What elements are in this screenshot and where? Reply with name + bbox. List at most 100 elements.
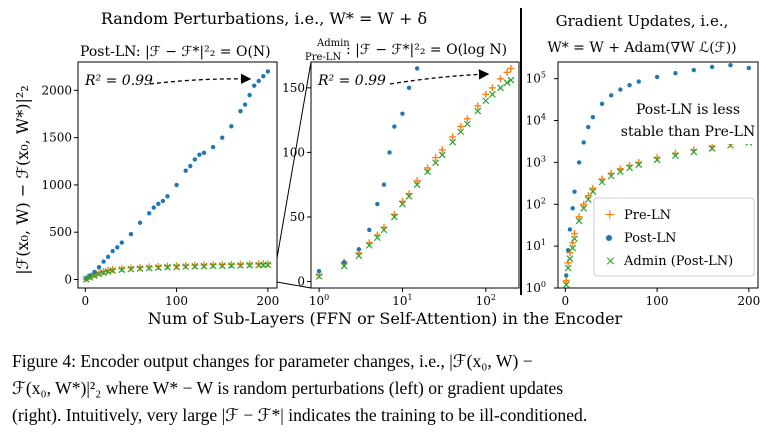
right-title-line1: Gradient Updates, i.e., [556, 12, 729, 30]
y-tick-label: 105 [526, 71, 546, 86]
data-point-admin [690, 148, 698, 156]
legend: + Pre-LN Post-LN × Admin (Post-LN) [593, 197, 755, 277]
right-plot-marks [562, 62, 753, 289]
data-point-admin [653, 156, 661, 164]
data-point-postln [242, 102, 248, 107]
arrow-left [149, 73, 252, 85]
y-tick-label: 150 [282, 81, 305, 95]
data-point-postln [160, 198, 166, 204]
legend-label-postln: Post-LN [624, 231, 676, 246]
data-point-postln [128, 231, 134, 237]
admin-annotation-line2: Pre-LN [305, 52, 341, 63]
y-tick-label: 100 [282, 145, 305, 159]
data-point-admin [569, 244, 577, 252]
data-point-postln [599, 101, 605, 107]
data-point-preln [173, 262, 181, 270]
caption-line1: Figure 4: Encoder output changes for par… [12, 351, 533, 371]
data-point-preln [474, 102, 482, 110]
y-tick-label: 104 [526, 113, 546, 128]
y-tick-label: 50 [290, 210, 305, 224]
data-point-preln [182, 261, 190, 269]
data-point-admin [109, 267, 117, 275]
data-point-preln [209, 261, 217, 269]
data-point-admin [564, 264, 572, 272]
right-plot-frame [557, 61, 759, 289]
data-point-postln [119, 240, 125, 245]
data-point-admin [607, 172, 615, 180]
left-title: Random Perturbations, i.e., W* = W + δ [101, 9, 427, 28]
admin-annotation-line1: Admin [316, 38, 350, 49]
middle-axis-ticks: 100 101 102 0 50 100 150 [282, 81, 496, 308]
data-point-admin [589, 188, 597, 196]
data-point-admin [571, 235, 578, 243]
data-point-admin [209, 262, 217, 270]
y-tick-label: 102 [526, 196, 546, 211]
data-point-postln [406, 85, 412, 91]
right-title-line2: W* = W + Adam(∇W ℒ(ℱ)) [547, 40, 736, 56]
data-point-admin [507, 76, 515, 84]
data-point-admin [580, 204, 588, 212]
data-point-postln [115, 245, 120, 250]
data-point-preln [227, 260, 235, 268]
y-tick-label: 0 [64, 272, 72, 286]
x-tick-label: 200 [737, 294, 760, 308]
zoom-line-bottom [276, 281, 312, 289]
x-tick-label: 100 [165, 294, 188, 308]
data-point-postln [586, 124, 591, 130]
admin-annotation-formula: : |ℱ − ℱ*|²₂ = O(log N) [346, 42, 507, 58]
data-point-preln [575, 213, 583, 221]
data-point-preln [200, 261, 208, 269]
data-point-postln [570, 206, 575, 211]
data-point-preln [118, 265, 126, 273]
data-point-admin [672, 152, 679, 160]
data-point-postln [367, 227, 372, 233]
data-point-postln [201, 150, 207, 155]
data-point-admin [489, 90, 496, 98]
data-point-postln [247, 92, 252, 98]
data-point-admin [584, 196, 592, 203]
data-point-admin [182, 263, 190, 271]
data-point-postln [261, 73, 266, 79]
data-point-admin [200, 262, 208, 270]
data-point-admin [598, 178, 606, 186]
data-point-postln [709, 64, 715, 70]
data-point-admin [380, 226, 388, 234]
data-point-postln [576, 160, 582, 165]
data-point-preln [163, 262, 171, 270]
legend-label-preln: Pre-LN [624, 208, 671, 223]
data-point-preln [145, 263, 153, 271]
caption-line2: ℱ(x₀, W*)|²₂ where W* − W is random pert… [12, 378, 564, 398]
legend-label-admin: Admin (Post-LN) [623, 254, 733, 269]
data-point-postln [165, 194, 170, 199]
middle-plot-frame [310, 61, 520, 289]
data-point-admin [246, 261, 254, 269]
data-point-admin [390, 213, 398, 221]
data-point-admin [315, 272, 323, 280]
data-point-admin [432, 159, 440, 167]
data-point-admin [365, 241, 373, 249]
postln-annotation: Post-LN: |ℱ − ℱ*|²₂ = O(N) [80, 44, 271, 60]
data-point-admin [86, 273, 94, 281]
data-point-admin [399, 200, 406, 208]
data-point-postln [618, 87, 623, 92]
x-tick-label: 100 [309, 293, 329, 308]
data-point-admin [118, 266, 126, 274]
data-point-postln [567, 227, 573, 232]
data-point-postln [564, 273, 569, 278]
y-tick-label: 1500 [41, 131, 72, 145]
data-point-admin [340, 262, 348, 270]
data-point-preln [191, 261, 199, 269]
legend-marker-postln [606, 235, 612, 241]
y-tick-label: 103 [526, 154, 546, 169]
data-point-admin [474, 107, 482, 115]
data-point-admin [575, 217, 583, 225]
x-tick-label: 0 [81, 294, 89, 308]
data-point-postln [375, 201, 380, 207]
data-point-admin [237, 261, 244, 269]
data-point-admin [373, 234, 381, 242]
data-point-admin [562, 281, 570, 289]
y-tick-label: 101 [526, 238, 546, 253]
y-tick-label: 500 [49, 225, 72, 239]
data-point-admin [145, 264, 153, 272]
data-point-postln [400, 111, 405, 116]
